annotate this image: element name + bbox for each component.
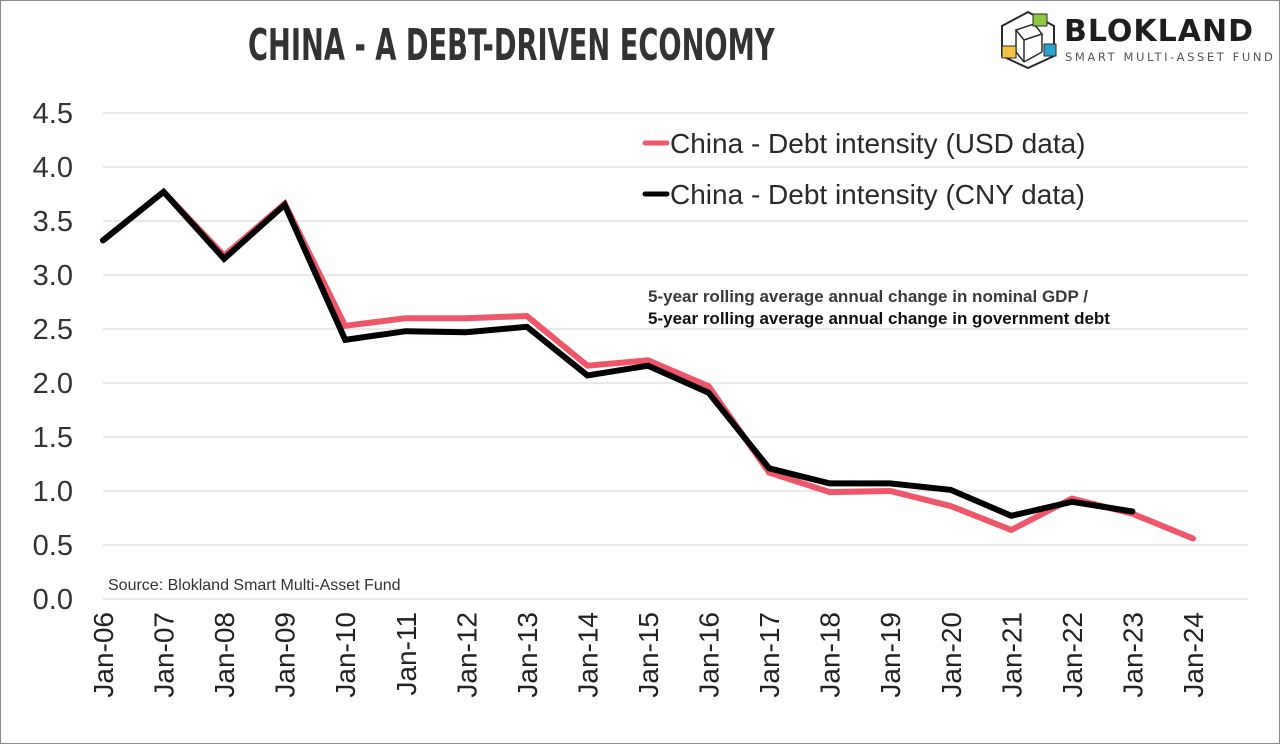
x-tick-label: Jan-17 [754,612,785,698]
x-tick-label: Jan-22 [1057,612,1088,698]
y-tick-label: 4.0 [33,152,73,184]
legend-label-cny: China - Debt intensity (CNY data) [670,179,1085,210]
x-tick-label: Jan-13 [512,612,543,698]
series-line-cny [100,187,1136,519]
y-tick-label: 0.5 [33,530,73,562]
y-tick-label: 1.0 [33,476,73,508]
x-tick-label: Jan-08 [209,612,240,698]
y-tick-label: 0.0 [33,584,73,616]
y-tick-label: 2.0 [33,368,73,400]
yellow-cube [1001,45,1017,59]
x-tick-label: Jan-12 [451,612,482,698]
x-tick-label: Jan-23 [1117,612,1148,698]
x-tick-label: Jan-11 [391,612,422,696]
y-tick-label: 1.5 [33,422,73,454]
x-tick-label: Jan-24 [1178,612,1209,698]
x-tick-label: Jan-15 [633,612,664,698]
x-tick-label: Jan-14 [572,612,603,698]
y-tick-label: 4.5 [33,98,73,130]
legend-label-usd: China - Debt intensity (USD data) [670,128,1086,159]
x-tick-label: Jan-06 [88,612,119,698]
series-lines [100,187,1196,542]
y-tick-label: 2.5 [33,314,73,346]
source-note: Source: Blokland Smart Multi-Asset Fund [108,577,401,594]
logo-name: BLOKLAND [1064,14,1255,49]
annotation-line-1: 5-year rolling average annual change in … [648,287,1088,306]
x-tick-label: Jan-20 [936,612,967,698]
y-axis-ticks: 0.0 0.5 1.0 1.5 2.0 2.5 3.0 3.5 4.0 4.5 [33,98,73,616]
y-tick-label: 3.0 [33,260,73,292]
x-tick-label: Jan-07 [149,612,180,698]
x-tick-label: Jan-19 [875,612,906,698]
legend: China - Debt intensity (USD data) China … [642,128,1086,210]
cube-logo-icon [1001,10,1057,70]
logo-subtitle: SMART MULTI-ASSET FUND [1065,50,1276,64]
x-axis-ticks: Jan-06 Jan-07 Jan-08 Jan-09 Jan-10 Jan-11 Jan-… [88,612,1209,698]
x-tick-label: Jan-21 [996,612,1027,698]
green-cube [1032,13,1048,27]
x-tick-label: Jan-10 [330,612,361,698]
x-tick-label: Jan-16 [694,612,725,698]
x-tick-label: Jan-18 [815,612,846,698]
y-tick-label: 3.5 [33,206,73,238]
annotation-line-2: 5-year rolling average annual change in … [648,309,1110,328]
blue-cube [1043,43,1057,57]
blokland-logo: BLOKLAND SMART MULTI-ASSET FUND [996,10,1273,70]
x-tick-label: Jan-09 [270,612,301,698]
